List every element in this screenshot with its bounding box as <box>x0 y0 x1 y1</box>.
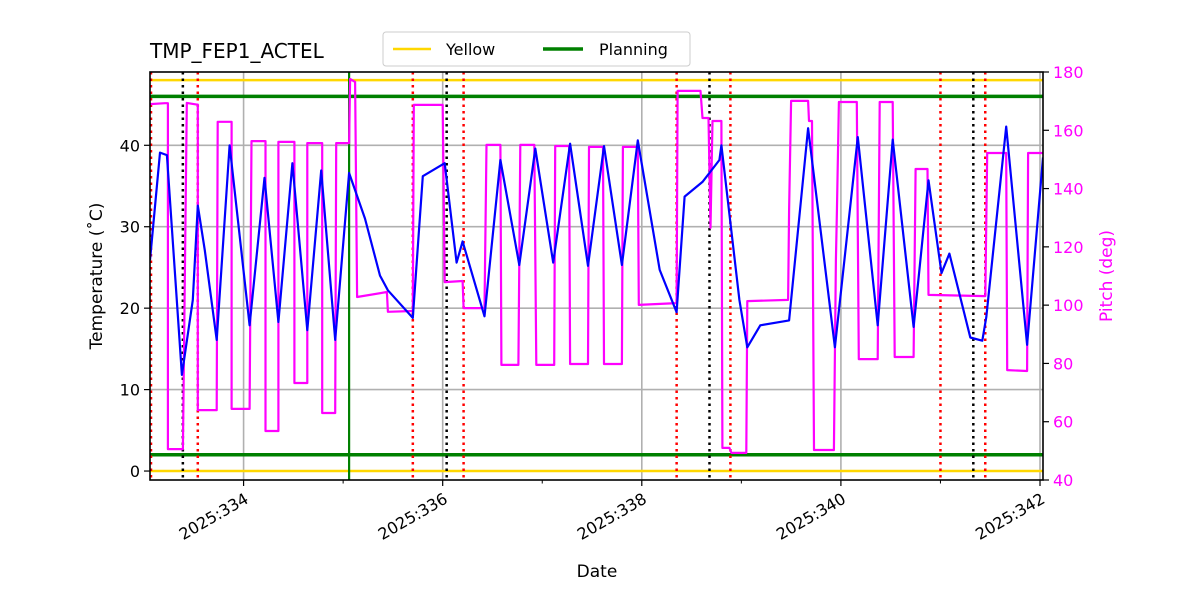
y2-tick-label: 40 <box>1053 471 1073 490</box>
x-tick-label: 2025:334 <box>176 489 252 544</box>
y2-tick-label: 80 <box>1053 354 1073 373</box>
temperature-series-line <box>150 125 1043 376</box>
legend: Yellow Planning <box>382 31 691 67</box>
x-tick-label: 2025:340 <box>773 489 849 544</box>
y-tick-label: 40 <box>120 136 140 155</box>
y-tick-label: 20 <box>120 299 140 318</box>
y-tick-label: 30 <box>120 218 140 237</box>
x-tick-label: 2025:342 <box>972 489 1048 544</box>
y2-tick-label: 60 <box>1053 413 1073 432</box>
y2-axis-label: Pitch (deg) <box>1097 230 1117 322</box>
y-axis-label: Temperature (˚C) <box>86 203 107 351</box>
x-axis-label: Date <box>577 562 618 582</box>
y-tick-label: 0 <box>130 462 140 481</box>
plot-area <box>150 72 1043 480</box>
y2-tick-label: 160 <box>1053 121 1084 140</box>
plot-frame <box>149 71 1044 481</box>
chart-title: TMP_FEP1_ACTEL <box>149 39 325 63</box>
y2-tick-label: 120 <box>1053 238 1084 257</box>
y2-tick-label: 140 <box>1053 180 1084 199</box>
legend-label-yellow: Yellow <box>445 40 495 59</box>
x-tick-label: 2025:336 <box>375 489 451 544</box>
y2-tick-label: 180 <box>1053 63 1084 82</box>
x-tick-label: 2025:338 <box>574 489 650 544</box>
y2-tick-label: 100 <box>1053 296 1084 315</box>
y-tick-label: 10 <box>120 381 140 400</box>
grid <box>150 72 1043 480</box>
legend-label-planning: Planning <box>599 40 668 59</box>
legend-frame <box>382 31 691 67</box>
